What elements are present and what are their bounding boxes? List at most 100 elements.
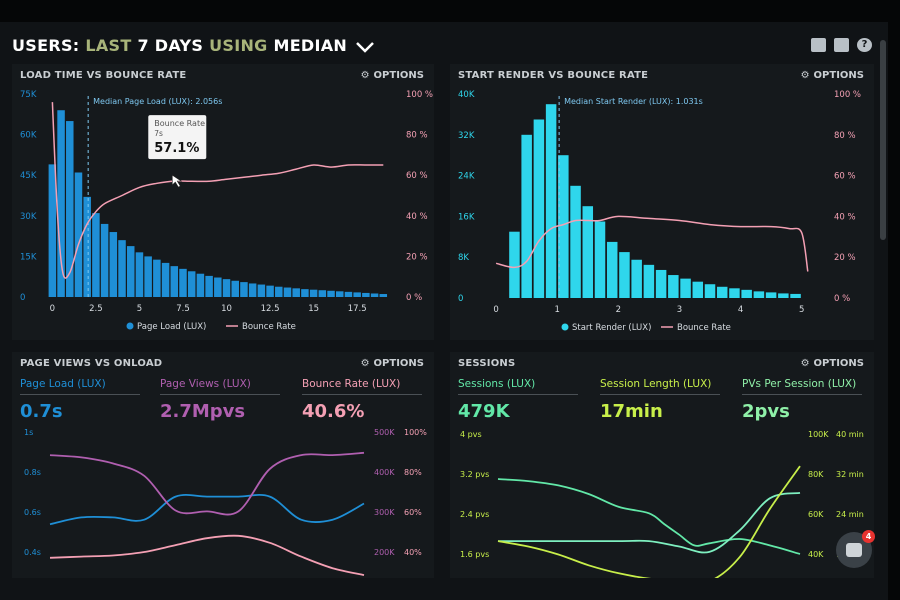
chat-button[interactable]: [836, 532, 872, 568]
bar: [240, 282, 248, 297]
bar: [765, 292, 777, 298]
cursor-icon: [171, 174, 183, 188]
y-right-tick-label: 100 %: [406, 90, 433, 100]
x-tick-label: 0: [493, 305, 498, 315]
panel-title: SESSIONS: [458, 358, 516, 369]
bar: [753, 291, 765, 298]
metric-label: Session Length (LUX): [600, 378, 720, 395]
x-tick-label: 10: [221, 304, 232, 314]
metric-sessions[interactable]: Sessions (LUX) 479K: [458, 378, 578, 422]
metric-session-length[interactable]: Session Length (LUX) 17min: [600, 378, 720, 422]
scrollbar[interactable]: [880, 40, 886, 240]
y-right-tick-label: 60 %: [834, 172, 856, 182]
bar: [214, 277, 222, 297]
y-tick-label: 1s: [24, 428, 33, 437]
y-right-tick-label: 60K: [808, 510, 824, 519]
metric-label: Page Load (LUX): [20, 378, 140, 395]
options-button[interactable]: ⚙ OPTIONS: [361, 358, 424, 369]
bar: [778, 293, 789, 298]
x-tick-label: 1: [555, 305, 560, 315]
bar: [692, 281, 704, 298]
metric-value: 2pvs: [742, 401, 790, 422]
y-right-tick-label: 100%: [404, 428, 427, 437]
y-tick-label: 45K: [20, 171, 37, 181]
y-tick-label: 15K: [20, 252, 37, 262]
bar: [716, 286, 728, 298]
legend-swatch: [126, 322, 134, 330]
y-tick-label: 0.4s: [24, 548, 41, 557]
header-toolbar: ?: [811, 38, 872, 52]
y-tick-label: 30K: [20, 212, 37, 222]
bar: [100, 223, 109, 297]
bounce-rate-line: [495, 215, 809, 272]
bar: [582, 206, 594, 298]
page-title[interactable]: USERS: LAST 7 DAYS USING MEDIAN: [12, 36, 375, 55]
bar: [655, 269, 667, 298]
tooltip-value: 57.1%: [154, 141, 199, 156]
y-tick-label: 2.4 pvs: [460, 510, 489, 519]
metric-label: PVs Per Session (LUX): [742, 378, 862, 395]
tooltip-box: [148, 115, 207, 160]
series-line: [497, 465, 801, 578]
options-label: OPTIONS: [373, 358, 424, 369]
bar: [570, 185, 581, 298]
bar: [187, 271, 196, 297]
panel-title: LOAD TIME VS BOUNCE RATE: [20, 70, 187, 81]
options-label: OPTIONS: [813, 70, 864, 81]
y-right-tick-label: 24 min: [836, 510, 864, 519]
panel-title: PAGE VIEWS VS ONLOAD: [20, 358, 163, 369]
bar: [668, 275, 679, 298]
x-tick-label: 0: [50, 304, 55, 314]
options-button[interactable]: ⚙ OPTIONS: [801, 358, 864, 369]
monitor-icon[interactable]: [811, 38, 826, 52]
metric-pvs-per-session[interactable]: PVs Per Session (LUX) 2pvs: [742, 378, 862, 422]
help-icon[interactable]: ?: [857, 38, 872, 52]
legend-label: Bounce Rate: [242, 322, 296, 332]
bar: [57, 110, 65, 297]
y-right-tick-label: 0 %: [406, 293, 422, 303]
bar: [509, 231, 520, 298]
metric-bounce-rate[interactable]: Bounce Rate (LUX) 40.6%: [302, 378, 422, 422]
y-tick-label: 0.8s: [24, 468, 41, 477]
y-right-tick-label: 300K: [374, 508, 395, 517]
bar: [144, 256, 152, 297]
bar: [619, 252, 630, 298]
y-tick-label: 4 pvs: [460, 430, 482, 439]
y-right-tick-label: 40K: [808, 550, 824, 559]
bar: [231, 280, 239, 297]
x-tick-label: 7.5: [176, 304, 190, 314]
legend-label: Bounce Rate: [677, 323, 731, 333]
x-tick-label: 3: [677, 305, 682, 315]
bar: [353, 292, 361, 297]
y-right-tick-label: 80K: [808, 470, 824, 479]
bar: [118, 240, 126, 297]
title-users: USERS:: [12, 36, 80, 55]
metric-value: 17min: [600, 401, 663, 422]
bar: [643, 264, 655, 298]
share-icon[interactable]: [834, 38, 849, 52]
bar: [680, 278, 691, 298]
series-line: [49, 451, 365, 516]
legend-label: Start Render (LUX): [572, 323, 651, 333]
y-right-tick-label: 40 %: [834, 212, 856, 222]
options-button[interactable]: ⚙ OPTIONS: [361, 70, 424, 81]
chevron-down-icon[interactable]: [355, 41, 375, 53]
y-tick-label: 0.6s: [24, 508, 41, 517]
bar: [533, 119, 545, 298]
metric-page-load[interactable]: Page Load (LUX) 0.7s: [20, 378, 140, 422]
options-label: OPTIONS: [813, 358, 864, 369]
y-tick-label: 16K: [458, 212, 475, 222]
bar: [179, 268, 187, 297]
load-time-chart: 0 15K 30K 45K 60K 75K 0 % 20 % 40 % 60 % 80 % 100 %…: [20, 90, 433, 332]
options-button[interactable]: ⚙ OPTIONS: [801, 70, 864, 81]
start-render-chart: 0 8K 16K 24K 32K 40K 0 % 20 % 40 % 60 % 80 % 100 % 0…: [458, 90, 861, 333]
title-last: LAST: [85, 36, 132, 55]
bar: [309, 289, 318, 297]
y-right-tick-label: 0 %: [834, 294, 850, 304]
y-tick-label: 75K: [20, 90, 37, 100]
y-right-tick-label: 100 %: [834, 90, 861, 100]
y-right-tick-label: 32 min: [836, 470, 864, 479]
notification-badge: 4: [862, 530, 875, 543]
metric-page-views[interactable]: Page Views (LUX) 2.7Mpvs: [160, 378, 280, 422]
bar: [521, 134, 532, 298]
